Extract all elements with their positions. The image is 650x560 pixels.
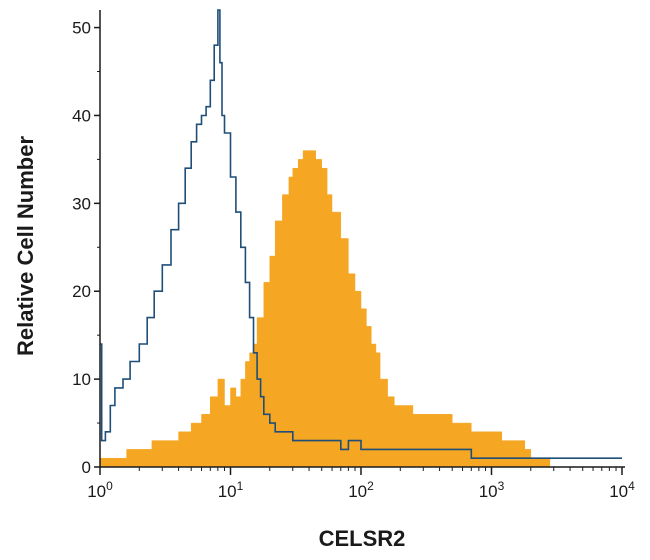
plot-area: [99, 9, 622, 468]
series-outline-histogram: [100, 9, 622, 459]
y-tick-label: 30: [72, 194, 91, 213]
y-tick-label: 40: [72, 106, 91, 125]
x-tick-label: 101: [218, 479, 244, 501]
x-axis-title: CELSR2: [319, 526, 406, 551]
series-filled-histogram: [99, 150, 551, 468]
y-tick-label: 50: [72, 19, 91, 38]
x-tick-label: 103: [479, 479, 505, 501]
y-tick-label: 0: [82, 458, 91, 477]
axes: [99, 10, 625, 468]
y-tick-label: 20: [72, 282, 91, 301]
y-axis-title: Relative Cell Number: [13, 136, 38, 357]
x-tick-label: 100: [87, 479, 113, 501]
x-tick-label: 104: [609, 479, 635, 501]
ticks: 0 10 20 30 40 50 100 101 102 103 104: [72, 19, 635, 501]
x-tick-label: 102: [348, 479, 374, 501]
y-tick-label: 10: [72, 370, 91, 389]
